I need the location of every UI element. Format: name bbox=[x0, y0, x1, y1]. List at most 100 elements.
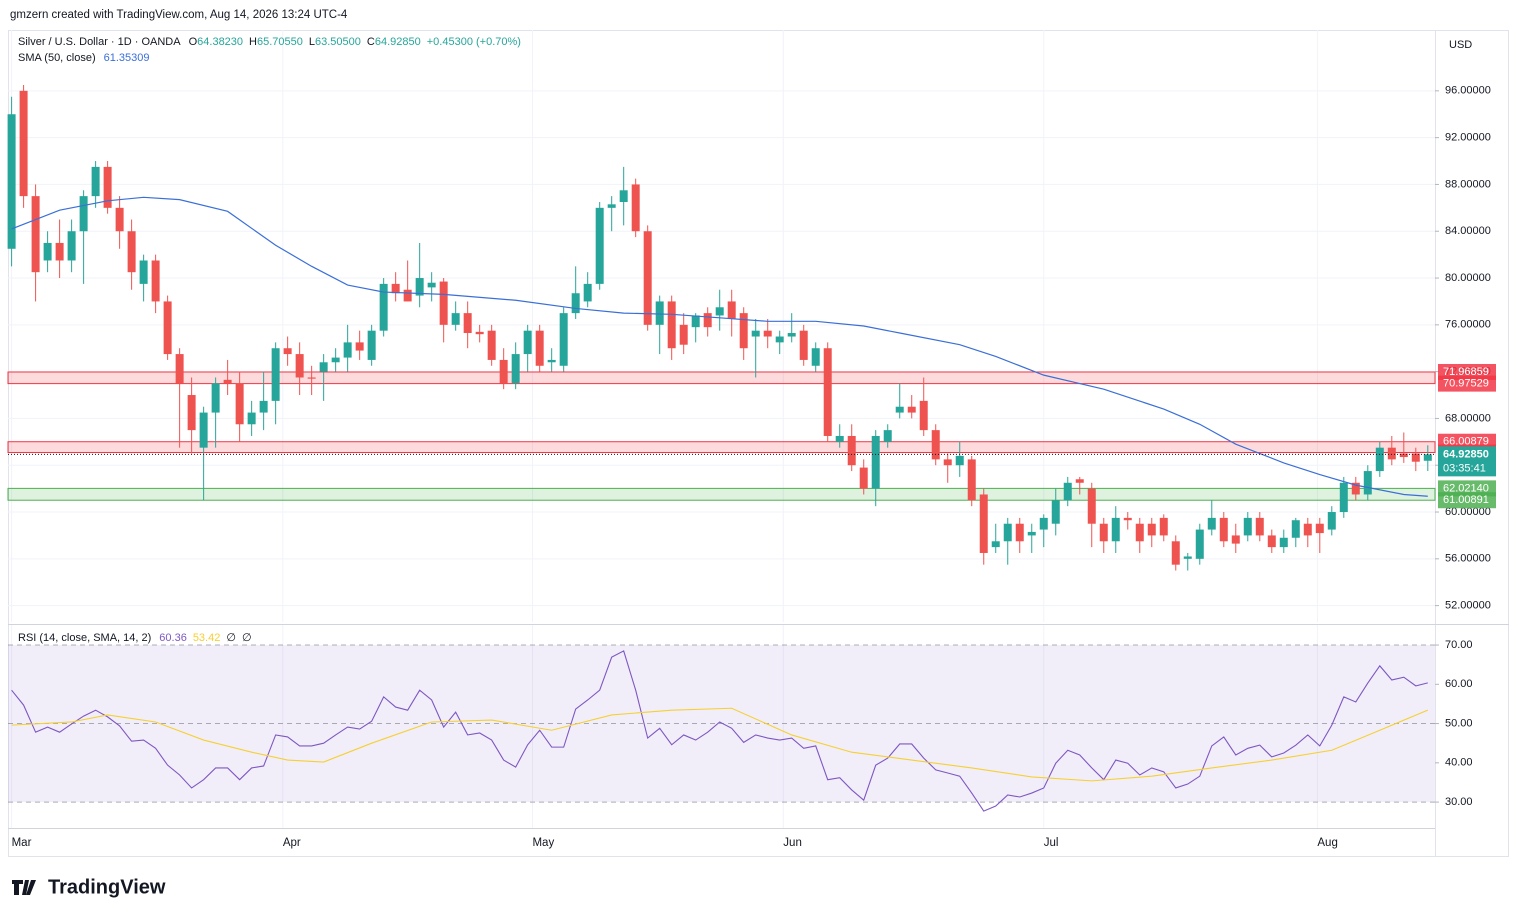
candle-body bbox=[571, 293, 580, 314]
candle-body bbox=[607, 204, 616, 208]
candle-body bbox=[307, 377, 316, 379]
candle-body bbox=[1387, 447, 1396, 460]
candle-body bbox=[631, 184, 640, 232]
x-tick-label: Mar bbox=[12, 837, 32, 849]
candle-body bbox=[1351, 482, 1360, 495]
candle-body bbox=[223, 379, 232, 384]
legend-text: 64.92850 bbox=[375, 36, 421, 48]
candle-body bbox=[235, 383, 244, 425]
candle-body bbox=[1003, 523, 1012, 542]
candle-body bbox=[895, 406, 904, 413]
candle-body bbox=[487, 330, 496, 360]
candle-body bbox=[19, 90, 28, 197]
candle-body bbox=[1303, 523, 1312, 536]
axis-unit: USD bbox=[1449, 39, 1472, 51]
candle-body bbox=[1207, 517, 1216, 530]
candle-body bbox=[751, 330, 760, 337]
legend-text: 60.36 bbox=[159, 632, 187, 644]
zone-price-box bbox=[1438, 492, 1496, 509]
candle-body bbox=[583, 283, 592, 302]
candle-body bbox=[1231, 535, 1240, 544]
candle-body bbox=[331, 357, 340, 363]
legend-text: 64.38230 bbox=[197, 36, 243, 48]
candle-body bbox=[547, 359, 556, 363]
candle-body bbox=[427, 282, 436, 288]
y-tick-label: 88.00000 bbox=[1445, 178, 1491, 190]
candle-body bbox=[919, 400, 928, 431]
candle-body bbox=[1135, 523, 1144, 542]
candle-body bbox=[1279, 537, 1288, 548]
zone-price-box bbox=[1438, 375, 1496, 392]
zone-price-label: 70.97529 bbox=[1443, 378, 1489, 390]
candle-body bbox=[115, 207, 124, 232]
candle-body bbox=[835, 435, 844, 442]
y-tick-label: 56.00000 bbox=[1445, 553, 1491, 565]
logo-mark bbox=[12, 880, 36, 895]
candle-body bbox=[499, 359, 508, 384]
y-tick-label: 76.00000 bbox=[1445, 319, 1491, 331]
candle-body bbox=[1039, 517, 1048, 530]
zone bbox=[7, 371, 1436, 385]
y-tick-label: 68.00000 bbox=[1445, 412, 1491, 424]
y-tick-label: 92.00000 bbox=[1445, 132, 1491, 144]
candle-body bbox=[1123, 517, 1132, 521]
legend-text: +0.45300 (+0.70%) bbox=[427, 36, 521, 48]
candle-body bbox=[1063, 482, 1072, 501]
legend-text: 63.50500 bbox=[315, 36, 361, 48]
candle-body bbox=[211, 383, 220, 413]
candle-body bbox=[1411, 453, 1420, 462]
candle-body bbox=[43, 242, 52, 261]
candle-body bbox=[991, 541, 1000, 548]
y-tick-label: 96.00000 bbox=[1445, 85, 1491, 97]
candle-body bbox=[319, 362, 328, 372]
legend-text: Silver / U.S. Dollar · 1D · OANDA bbox=[18, 36, 181, 48]
candle-body bbox=[1399, 453, 1408, 458]
candle-body bbox=[943, 459, 952, 466]
rsi-y-tick-label: 40.00 bbox=[1445, 757, 1473, 769]
candle-body bbox=[439, 281, 448, 325]
legend-text: RSI (14, close, SMA, 14, 2) bbox=[18, 632, 151, 644]
candle-body bbox=[523, 330, 532, 355]
last-price-label: 64.92850 bbox=[1443, 448, 1489, 460]
x-tick-label: Jun bbox=[783, 837, 802, 849]
candle-body bbox=[31, 196, 40, 273]
candle-body bbox=[475, 331, 484, 335]
candle-body bbox=[91, 166, 100, 197]
candle-body bbox=[907, 406, 916, 413]
rsi-y-tick-label: 60.00 bbox=[1445, 678, 1473, 690]
legend-text: 61.35309 bbox=[104, 52, 150, 64]
candle-body bbox=[1147, 523, 1156, 536]
candle-body bbox=[655, 301, 664, 325]
candle-body bbox=[295, 354, 304, 378]
x-tick-label: May bbox=[532, 837, 554, 849]
candle-body bbox=[559, 313, 568, 366]
candle-body bbox=[859, 467, 868, 489]
candle-body bbox=[1315, 523, 1324, 534]
zone-price-label: 71.96859 bbox=[1443, 366, 1489, 378]
candle-body bbox=[415, 278, 424, 296]
candle-body bbox=[979, 494, 988, 553]
candle-body bbox=[619, 190, 628, 202]
candle-body bbox=[715, 307, 724, 316]
candle-body bbox=[1267, 535, 1276, 548]
candle-body bbox=[1087, 488, 1096, 524]
zone-price-label: 61.00891 bbox=[1443, 494, 1489, 506]
candle-body bbox=[763, 330, 772, 337]
candle-body bbox=[463, 313, 472, 334]
candle-body bbox=[511, 354, 520, 384]
candle-body bbox=[175, 354, 184, 384]
candle-body bbox=[679, 324, 688, 345]
candle-body bbox=[379, 283, 388, 331]
candle-body bbox=[367, 330, 376, 360]
x-tick-label: Jul bbox=[1044, 837, 1059, 849]
y-tick-label: 84.00000 bbox=[1445, 225, 1491, 237]
candle-body bbox=[127, 231, 136, 273]
candle-body bbox=[1111, 517, 1120, 542]
candle-body bbox=[163, 301, 172, 355]
legend-text: C bbox=[367, 36, 375, 48]
candle-body bbox=[343, 342, 352, 358]
sma-line bbox=[11, 196, 1428, 497]
